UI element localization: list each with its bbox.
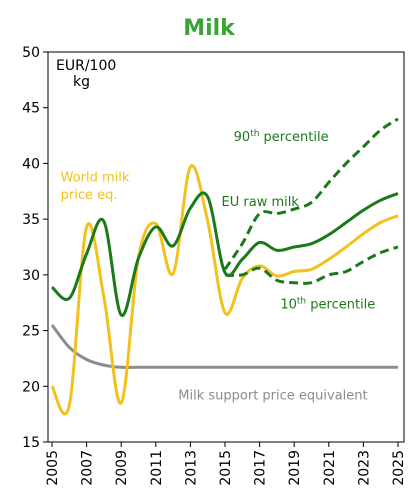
x-tick-label: 2013 <box>183 450 199 486</box>
x-tick-label: 2017 <box>253 450 269 486</box>
annotation-layer: 90th percentile EU raw milk World milk pric… <box>61 129 376 404</box>
x-tick-label: 2007 <box>80 450 96 486</box>
x-tick-label: 2019 <box>287 450 303 486</box>
unit-label-line1: EUR/100 <box>56 58 116 74</box>
series-line-90th-percentile <box>223 117 399 271</box>
annotation-label: 10th percentile <box>280 296 375 312</box>
x-tick-label: 2009 <box>114 450 130 486</box>
annotation-label: 90th percentile <box>234 129 329 145</box>
plot-frame <box>47 51 405 443</box>
series-line-milk-support-price-equivalent <box>50 324 398 369</box>
series-layer <box>50 117 399 416</box>
annotation-label: Milk support price equivalent <box>178 389 367 404</box>
x-tick-label: 2005 <box>45 450 61 486</box>
x-tick-label: 2023 <box>356 450 372 486</box>
x-axis: 2005 2007 2009 2011 2013 2015 2017 2019 2021 2023… <box>45 442 407 486</box>
series-line-world-milk-price-eq <box>50 164 399 416</box>
y-tick-label: 35 <box>22 212 40 228</box>
annotation-label: World milk <box>61 170 130 185</box>
y-tick-label: 25 <box>22 324 40 340</box>
y-tick-label: 20 <box>22 379 40 395</box>
y-tick-label: 50 <box>22 45 40 61</box>
y-tick-label: 30 <box>22 268 40 284</box>
series-line-eu-raw-milk <box>50 191 399 317</box>
x-tick-label: 2025 <box>391 450 407 486</box>
annotation-label: EU raw milk <box>222 195 300 210</box>
y-axis: 15 20 25 30 35 40 45 50 <box>22 45 48 451</box>
annotation-label: price eq. <box>61 188 118 203</box>
series-line-10th-percentile <box>224 245 399 285</box>
y-tick-label: 45 <box>22 101 40 117</box>
x-tick-label: 2021 <box>322 450 338 486</box>
y-tick-label: 40 <box>22 156 40 172</box>
y-tick-label: 15 <box>22 435 40 451</box>
unit-label-line2: kg <box>73 74 90 90</box>
chart-title: Milk <box>183 16 236 41</box>
x-tick-label: 2015 <box>218 450 234 486</box>
x-tick-label: 2011 <box>149 450 165 486</box>
